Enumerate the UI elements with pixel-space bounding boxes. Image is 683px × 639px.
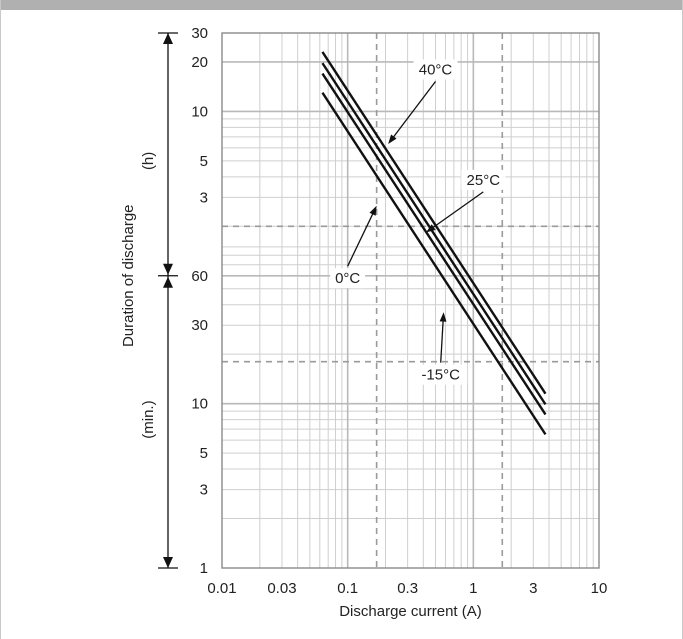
unit-hours-label: (h): [140, 152, 157, 170]
series-line: [321, 62, 547, 406]
x-axis-title: Discharge current (A): [339, 603, 482, 620]
series-line: [321, 51, 547, 395]
series-pointer-head: [369, 205, 377, 216]
y-tick-label: 30: [191, 317, 208, 334]
x-tick-label: 0.03: [267, 580, 296, 597]
y-tick-label: 10: [191, 396, 208, 413]
arrow-head: [163, 33, 173, 44]
series-lines: [321, 51, 547, 436]
unit-arrows: [158, 32, 178, 569]
series-label: 40°C: [419, 61, 453, 78]
series-pointer-head: [425, 224, 436, 233]
y-tick-label: 60: [191, 268, 208, 285]
x-tick-label: 3: [529, 580, 537, 597]
y-tick-label: 30: [191, 25, 208, 42]
series-label: -15°C: [421, 367, 460, 384]
y-tick-labels: 30 20 10 5 3 60 30 10 5 3 1: [191, 25, 208, 577]
arrow-head: [163, 276, 173, 288]
series-pointer: [440, 318, 444, 363]
series-label-bg: [413, 59, 458, 80]
y-tick-label: 5: [200, 153, 208, 170]
series-label: 0°C: [335, 270, 360, 287]
series-pointer-head: [439, 312, 447, 322]
series-pointer-head: [388, 134, 397, 145]
x-tick-labels: 0.01 0.03 0.1 0.3 1 3 10: [207, 580, 607, 597]
series-pointer: [430, 191, 484, 230]
series-pointer: [347, 210, 375, 267]
reference-lines: [222, 33, 599, 568]
y-tick-label: 1: [200, 560, 208, 577]
x-tick-label: 1: [469, 580, 477, 597]
top-bar: [0, 0, 683, 10]
y-tick-label: 5: [200, 445, 208, 462]
x-tick-label: 10: [591, 580, 608, 597]
series-label-bg: [461, 169, 506, 190]
y-tick-label: 20: [191, 54, 208, 71]
y-tick-label: 3: [200, 482, 208, 499]
series-label: 25°C: [467, 172, 501, 189]
grid-minor: [222, 33, 599, 568]
y-axis-title: Duration of discharge: [120, 204, 137, 347]
series-line: [321, 72, 547, 416]
series-pointer: [391, 81, 437, 140]
plot-border: [221, 32, 600, 569]
y-tick-label: 10: [191, 103, 208, 120]
grid-major: [222, 33, 599, 568]
series-line: [321, 92, 547, 436]
unit-minutes-label: (min.): [140, 400, 157, 438]
arrow-head: [163, 263, 173, 275]
x-tick-label: 0.01: [207, 580, 236, 597]
x-tick-label: 0.3: [397, 580, 418, 597]
y-tick-label: 3: [200, 189, 208, 206]
arrow-head: [163, 557, 173, 568]
series-label-bg: [414, 364, 468, 385]
series-labels: 40°C 25°C 0°C -15°C: [330, 59, 506, 385]
x-tick-label: 0.1: [337, 580, 358, 597]
series-label-bg: [330, 268, 366, 289]
